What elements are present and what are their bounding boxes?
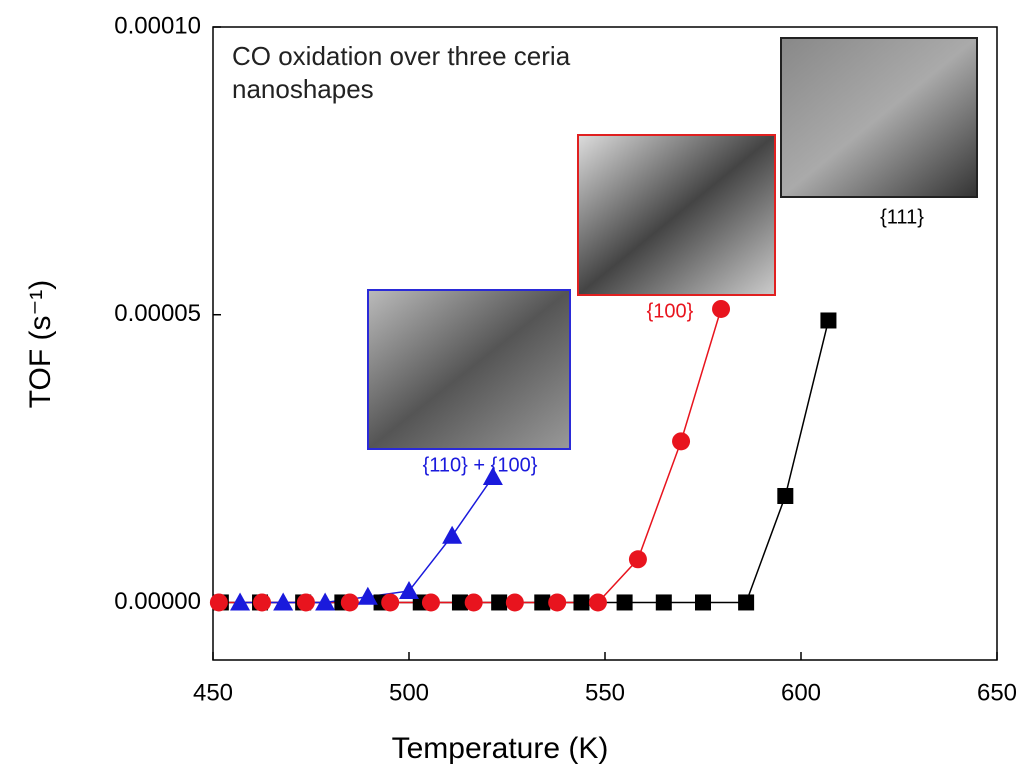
data-point <box>341 593 359 611</box>
inset-image <box>578 135 775 295</box>
data-point <box>672 432 690 450</box>
inset-image <box>368 290 570 449</box>
data-point <box>506 593 524 611</box>
y-tick-label: 0.00010 <box>114 12 201 39</box>
data-point <box>695 594 711 610</box>
data-point <box>297 593 315 611</box>
inset-image <box>781 38 977 197</box>
y-tick-label: 0.00005 <box>114 300 201 327</box>
data-point <box>820 312 836 328</box>
data-point <box>442 526 462 544</box>
x-tick-label: 550 <box>585 679 625 706</box>
data-point <box>230 592 250 610</box>
data-point <box>210 593 228 611</box>
x-tick-label: 450 <box>193 679 233 706</box>
x-axis-label: Temperature (K) <box>392 732 609 765</box>
data-point <box>491 594 507 610</box>
series-label: {111} <box>880 206 924 228</box>
data-point <box>777 488 793 504</box>
data-point <box>738 594 754 610</box>
series-label: {110} + {100} <box>423 454 538 476</box>
data-point <box>381 593 399 611</box>
x-tick-label: 650 <box>977 679 1017 706</box>
data-point <box>534 594 550 610</box>
data-point <box>617 594 633 610</box>
data-point <box>656 594 672 610</box>
chart: Temperature (K) TOF (s⁻¹) 450 500 550 600 65… <box>0 0 1024 769</box>
y-axis-label: TOF (s⁻¹) <box>24 280 57 409</box>
data-point <box>273 592 293 610</box>
page: Temperature (K) TOF (s⁻¹) 450 500 550 600 65… <box>0 0 1024 769</box>
data-point <box>399 581 419 599</box>
data-point <box>422 593 440 611</box>
data-point <box>253 593 271 611</box>
data-point <box>712 300 730 318</box>
series-label: {100} <box>647 300 694 322</box>
x-tick-label: 500 <box>389 679 429 706</box>
y-tick-label: 0.00000 <box>114 588 201 615</box>
data-point <box>548 593 566 611</box>
data-point <box>589 593 607 611</box>
x-tick-label: 600 <box>781 679 821 706</box>
data-point <box>465 593 483 611</box>
data-point <box>629 550 647 568</box>
annotation: CO oxidation over three ceria nanoshapes <box>232 40 572 106</box>
data-point <box>573 594 589 610</box>
